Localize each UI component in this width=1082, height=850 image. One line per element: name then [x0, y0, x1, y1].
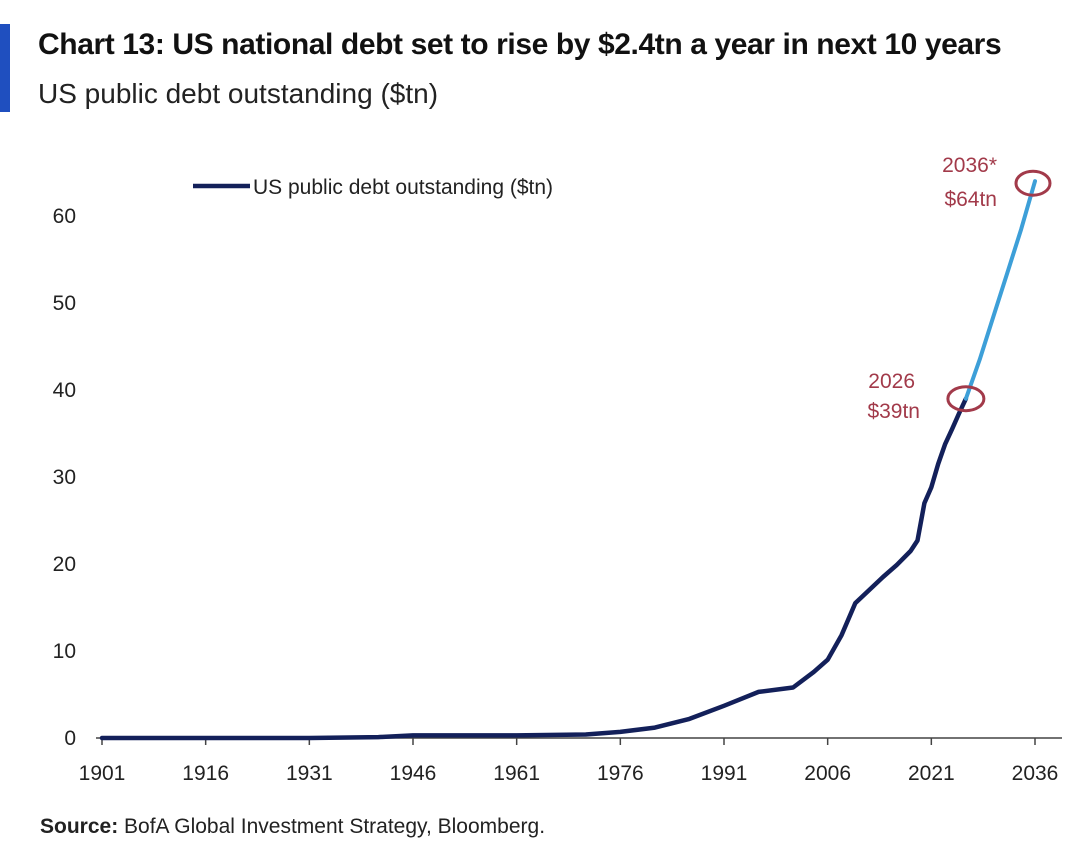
- x-tick-label: 1931: [286, 762, 333, 785]
- annotation-year-2036: 2036*: [942, 154, 997, 177]
- x-tick-label: 1946: [390, 762, 437, 785]
- annotation-circle-2026: [946, 385, 986, 413]
- annotation-value-2026: $39tn: [867, 400, 920, 423]
- source-label: Source:: [40, 815, 119, 838]
- legend-label: US public debt outstanding ($tn): [253, 176, 553, 199]
- source-text: BofA Global Investment Strategy, Bloombe…: [124, 815, 546, 838]
- x-tick-label: 1901: [79, 762, 126, 785]
- projection-series-line: [963, 179, 1037, 401]
- chart-title: Chart 13: US national debt set to rise b…: [38, 28, 1002, 61]
- accent-bar: [0, 24, 10, 112]
- chart-subtitle: US public debt outstanding ($tn): [38, 78, 439, 109]
- annotation-year-2026: 2026: [868, 370, 915, 393]
- x-tick-label: 1991: [701, 762, 748, 785]
- y-tick-label: 20: [53, 553, 76, 576]
- y-tick-label: 60: [53, 205, 76, 228]
- x-tick-label: 2021: [908, 762, 955, 785]
- y-tick-label: 30: [53, 466, 76, 489]
- x-tick-label: 2036: [1012, 762, 1059, 785]
- x-tick-label: 1961: [493, 762, 540, 785]
- annotation-value-2036: $64tn: [944, 188, 997, 211]
- y-tick-label: 40: [53, 379, 76, 402]
- x-tick-label: 1976: [597, 762, 644, 785]
- annotation-circle-2036: [1014, 169, 1052, 197]
- x-tick-label: 1916: [182, 762, 229, 785]
- y-tick-label: 50: [53, 292, 76, 315]
- y-tick-label: 10: [53, 640, 76, 663]
- source-note: Source: BofA Global Investment Strategy,…: [40, 815, 545, 839]
- y-tick-label: 0: [64, 727, 76, 750]
- x-tick-label: 2006: [804, 762, 851, 785]
- historical-series-line: [99, 396, 969, 741]
